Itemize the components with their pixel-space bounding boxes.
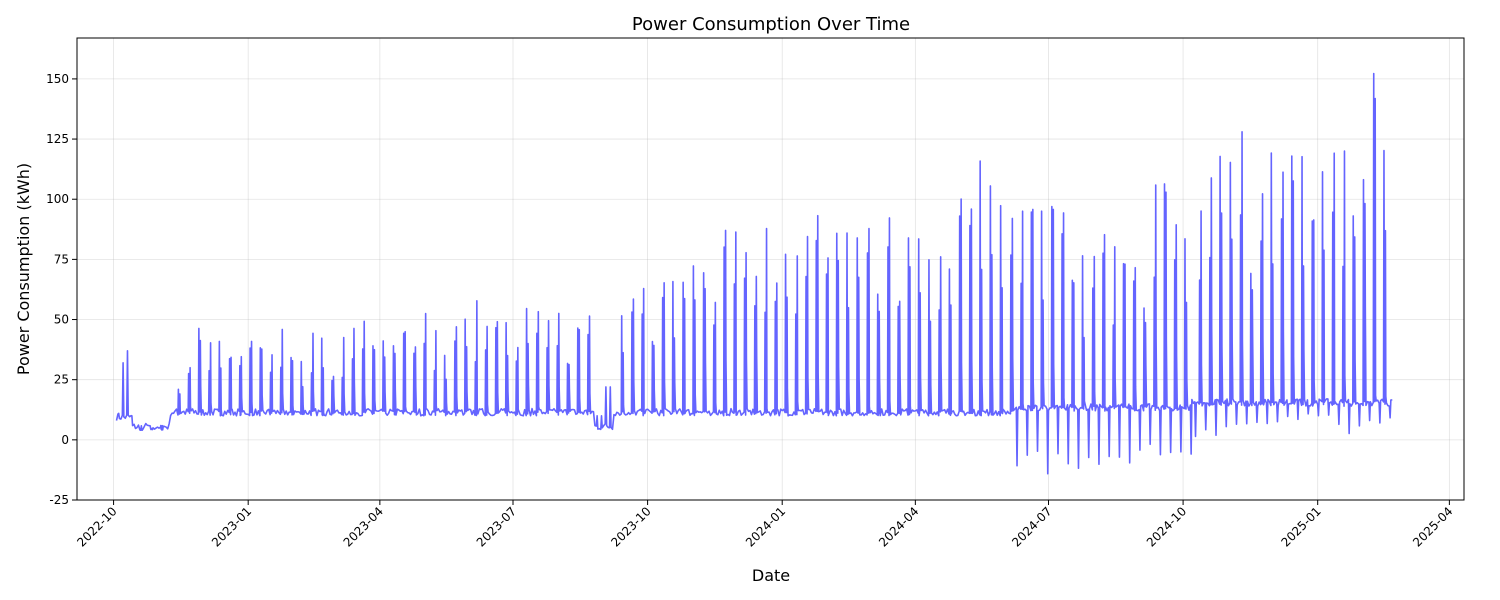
x-tick-label: 2025-01 [1278,504,1323,549]
y-tick-label: 50 [54,313,69,327]
x-tick-label: 2023-10 [608,504,653,549]
y-tick-label: 25 [54,373,69,387]
x-tick-label: 2022-10 [74,504,119,549]
data-layer [115,72,1393,475]
x-tick-label: 2023-01 [209,504,254,549]
y-tick-label: 75 [54,252,69,266]
y-tick-label: 125 [46,132,69,146]
chart-title: Power Consumption Over Time [632,14,910,35]
x-tick-label: 2025-04 [1410,504,1455,549]
y-tick-label: 100 [46,192,69,206]
plot-frame [76,37,1465,501]
x-axis: 2022-10 2023-01 2023-04 2023-07 2023-10 2024-… [74,500,1455,550]
x-axis-label: Date [752,566,790,585]
y-tick-label: -25 [49,493,69,507]
y-tick-label: 150 [46,72,69,86]
x-tick-label: 2024-07 [1009,504,1054,549]
y-axis: -25 0 25 50 75 100 125 150 [46,72,77,507]
x-tick-label: 2024-01 [743,504,788,549]
x-tick-label: 2023-07 [474,504,519,549]
grid [77,38,1464,501]
x-tick-label: 2024-10 [1144,504,1189,549]
y-axis-label: Power Consumption (kWh) [14,163,33,375]
x-tick-label: 2023-04 [341,504,386,549]
y-tick-label: 0 [61,433,69,447]
x-tick-label: 2024-04 [876,504,921,549]
power-series-line [115,72,1393,475]
